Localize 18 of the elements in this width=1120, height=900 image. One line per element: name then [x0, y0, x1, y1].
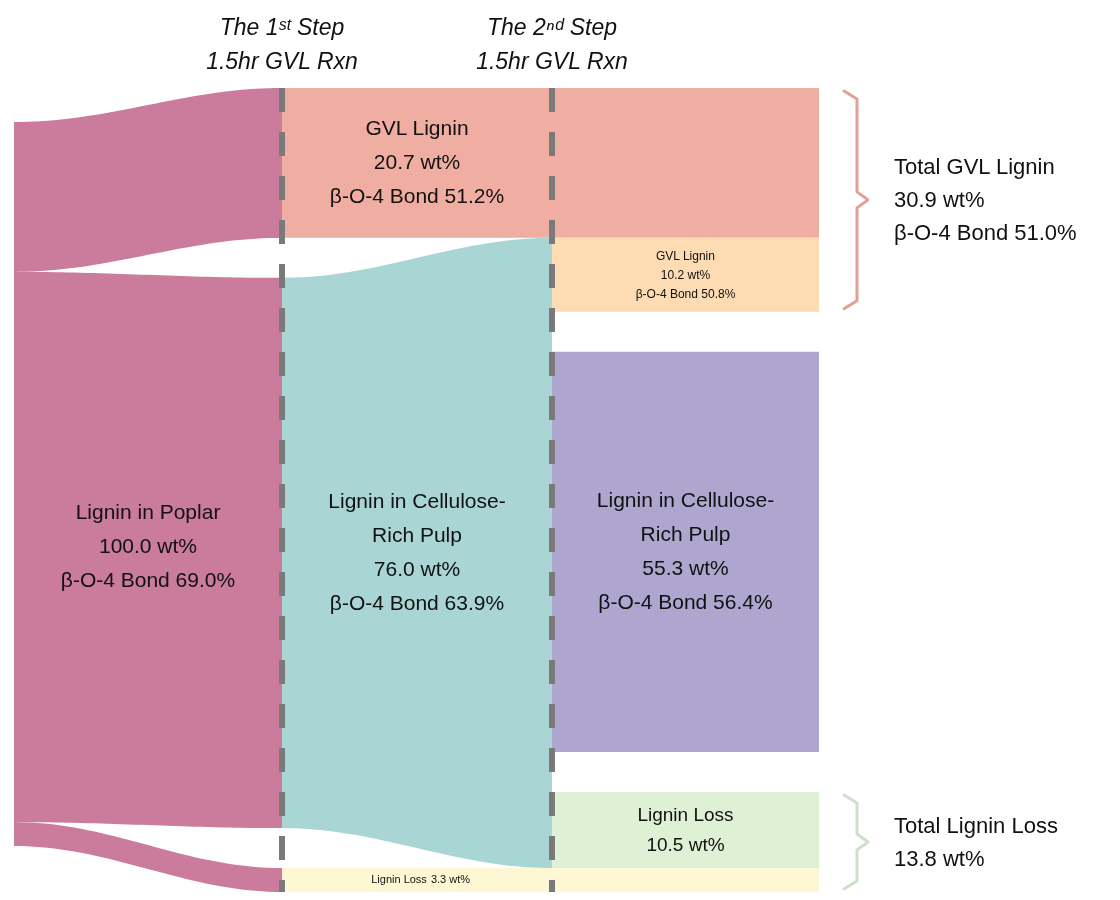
text: The 2ⁿᵈ Step 1.5hr GVL Rxn — [476, 14, 628, 74]
data-label: 100.0 wt% β-O-4 Bond 69.0% — [60, 533, 236, 591]
text: Total Lignin Loss 13.8 wt% — [894, 812, 1058, 871]
data-label: 20.7 wt% β-O-4 Bond 51.2% — [329, 149, 505, 207]
category-label: GVL Lignin — [365, 115, 469, 139]
category-label: Lignin in Poplar — [75, 499, 221, 523]
data-label: 10.5 wt% — [646, 834, 725, 856]
category-label: GVL Lignin — [656, 248, 715, 263]
data-label: 76.0 wt% β-O-4 Bond 63.9% — [329, 556, 505, 614]
category-label: Lignin in Cellulose-Rich Pulp — [328, 488, 506, 546]
data-label: 3.3 wt% — [430, 873, 471, 886]
data-label: 55.3 wt% β-O-4 Bond 56.4% — [598, 555, 773, 613]
category-label: Lignin Loss — [371, 873, 428, 886]
data-label: 10.2 wt% β-O-4 Bond 50.8% — [635, 267, 736, 301]
category-label: Lignin in Cellulose-Rich Pulp — [596, 487, 775, 545]
text: The 1ˢᵗ Step 1.5hr GVL Rxn — [206, 14, 358, 74]
category-label: Lignin Loss — [637, 804, 734, 826]
text: Total GVL Lignin 30.9 wt% β-O-4 Bond 51.0% — [894, 153, 1077, 245]
